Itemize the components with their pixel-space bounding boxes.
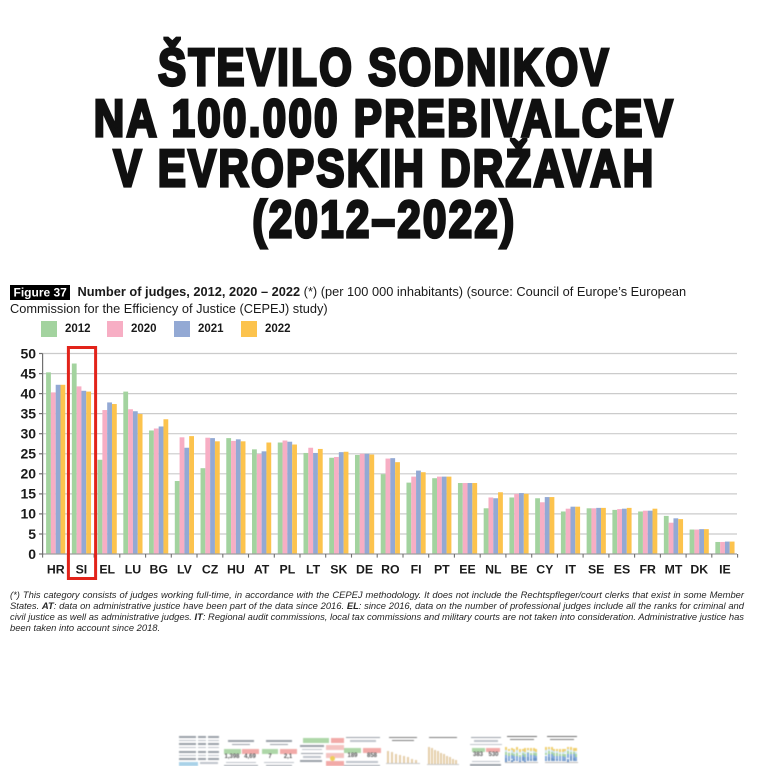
svg-text:10: 10 xyxy=(21,506,37,522)
svg-text:DK: DK xyxy=(690,563,708,577)
svg-text:ES: ES xyxy=(614,563,630,577)
svg-text:SI: SI xyxy=(76,563,88,577)
svg-text:CY: CY xyxy=(536,563,553,577)
svg-text:HU: HU xyxy=(227,563,245,577)
svg-text:0: 0 xyxy=(28,546,36,562)
svg-text:EE: EE xyxy=(459,563,475,577)
svg-text:FR: FR xyxy=(639,563,656,577)
svg-text:45: 45 xyxy=(21,365,37,381)
svg-text:EL: EL xyxy=(99,563,115,577)
svg-text:SE: SE xyxy=(588,563,604,577)
svg-text:FI: FI xyxy=(411,563,422,577)
svg-text:40: 40 xyxy=(21,385,37,401)
svg-text:50: 50 xyxy=(21,346,37,361)
svg-text:15: 15 xyxy=(21,486,37,502)
svg-text:LV: LV xyxy=(177,563,193,577)
svg-text:25: 25 xyxy=(21,446,37,462)
svg-text:30: 30 xyxy=(21,426,37,442)
svg-text:BG: BG xyxy=(149,563,167,577)
svg-text:20: 20 xyxy=(21,466,37,482)
svg-text:HR: HR xyxy=(47,563,65,577)
svg-text:CZ: CZ xyxy=(202,563,219,577)
svg-text:SK: SK xyxy=(330,563,347,577)
svg-text:IT: IT xyxy=(565,563,576,577)
svg-text:PL: PL xyxy=(280,563,296,577)
svg-text:NL: NL xyxy=(485,563,502,577)
svg-text:RO: RO xyxy=(381,563,400,577)
svg-text:MT: MT xyxy=(665,563,683,577)
svg-text:LT: LT xyxy=(306,563,321,577)
svg-text:DE: DE xyxy=(356,563,373,577)
svg-text:AT: AT xyxy=(254,563,270,577)
svg-text:LU: LU xyxy=(125,563,142,577)
svg-text:5: 5 xyxy=(28,526,36,542)
svg-text:IE: IE xyxy=(719,563,731,577)
svg-text:35: 35 xyxy=(21,405,37,421)
svg-text:PT: PT xyxy=(434,563,450,577)
svg-text:BE: BE xyxy=(510,563,527,577)
